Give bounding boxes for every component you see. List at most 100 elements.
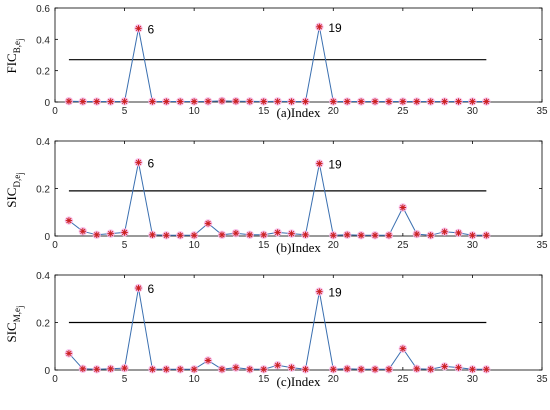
- data-point: [148, 230, 157, 240]
- data-point: [370, 97, 380, 106]
- x-tick-label: 25: [397, 240, 409, 251]
- data-point: [287, 363, 296, 372]
- y-axis-label-sub2: e: [12, 41, 22, 45]
- data-point: [343, 364, 352, 374]
- data-point: [426, 97, 435, 106]
- data-point: [301, 365, 310, 374]
- data-point: [245, 365, 254, 374]
- data-point: [315, 159, 324, 168]
- x-axis-label-c: (c)Index: [276, 374, 321, 389]
- data-point: [273, 228, 282, 237]
- data-point: [203, 97, 213, 106]
- data-point: [92, 365, 101, 374]
- data-point: [384, 97, 394, 106]
- y-axis-label-a: FICB,ej: [4, 38, 25, 73]
- data-point: [217, 365, 227, 374]
- y-tick-label: 0: [44, 98, 50, 109]
- data-point: [189, 231, 199, 240]
- x-tick-label: 30: [467, 106, 479, 117]
- y-tick-label: 0: [44, 232, 50, 243]
- data-point: [329, 231, 338, 240]
- x-axis-label-a: (a)Index: [276, 105, 321, 120]
- data-point: [231, 228, 241, 238]
- data-point: [148, 365, 157, 374]
- y-axis-label-sub2: e: [12, 308, 22, 312]
- y-axis-label-main: SIC: [4, 188, 19, 208]
- data-point: [134, 24, 143, 33]
- data-point: [315, 287, 324, 296]
- x-tick-label: 35: [536, 374, 548, 385]
- y-tick-label: 0: [44, 366, 50, 377]
- series-line-a: [68, 26, 487, 103]
- series-line-b: [68, 162, 487, 236]
- x-tick-label: 25: [397, 374, 409, 385]
- data-point: [245, 97, 254, 106]
- data-point: [343, 97, 352, 106]
- data-point: [162, 231, 171, 240]
- data-point: [482, 231, 491, 240]
- data-point: [92, 97, 101, 106]
- data-point: [468, 365, 477, 374]
- y-tick-label: 0.2: [36, 185, 50, 196]
- data-point: [440, 362, 449, 371]
- data-point: [398, 97, 408, 106]
- y-axis-label-main: SIC: [4, 322, 19, 342]
- peak-label: 6: [147, 22, 154, 36]
- data-point: [454, 363, 463, 372]
- y-axis-label-sub: D: [12, 181, 22, 188]
- data-point: [106, 97, 115, 106]
- data-point: [217, 96, 227, 106]
- x-tick-label: 5: [122, 240, 128, 251]
- peak-label: 19: [328, 158, 342, 172]
- data-point: [189, 365, 199, 374]
- data-point: [370, 231, 380, 240]
- y-axis-label-sub3: j: [15, 38, 25, 42]
- x-tick-label: 15: [258, 106, 270, 117]
- x-tick-label: 0: [52, 374, 58, 385]
- data-point: [329, 365, 338, 374]
- y-tick-label: 0.4: [36, 137, 50, 148]
- data-point: [120, 228, 129, 237]
- data-point: [301, 230, 310, 240]
- x-tick-label: 20: [328, 106, 340, 117]
- x-tick-label: 30: [467, 240, 479, 251]
- data-point: [482, 97, 491, 106]
- data-point: [106, 229, 115, 238]
- y-tick-label: 0.4: [36, 271, 50, 282]
- data-point: [440, 227, 449, 236]
- y-axis-label-sep: ,: [12, 179, 22, 181]
- data-point: [482, 365, 491, 374]
- plot-area-b: [54, 140, 543, 237]
- data-point: [259, 97, 268, 106]
- data-point: [273, 361, 282, 370]
- data-point: [384, 365, 394, 374]
- x-tick-label: 10: [189, 240, 201, 251]
- y-axis-label-b: SICD,ej: [4, 172, 25, 208]
- y-tick-label: 0.4: [36, 35, 50, 46]
- data-point: [148, 97, 157, 106]
- data-point: [203, 356, 213, 365]
- series-line-c: [68, 288, 487, 370]
- panel-a: 0 5 10 15 20 25 30 35 0 0.2 0.4 0.6 6 19 (a)Index FICB,…: [4, 4, 548, 120]
- data-point: [64, 97, 74, 106]
- y-axis-label-sep: ,: [12, 312, 22, 314]
- data-point: [329, 97, 338, 106]
- panel-c: 0 5 10 15 20 25 30 35 0 0.2 0.4 6 19 (c)Index SICM,ej: [4, 271, 548, 389]
- x-tick-label: 15: [258, 374, 270, 385]
- x-tick-label: 35: [536, 106, 548, 117]
- x-tick-label: 20: [328, 374, 340, 385]
- data-point: [356, 231, 366, 240]
- y-axis-label-sep: ,: [12, 45, 22, 47]
- peak-label: 19: [328, 286, 342, 300]
- data-point: [259, 365, 268, 374]
- x-tick-label: 30: [467, 374, 479, 385]
- x-tick-label: 5: [122, 106, 128, 117]
- data-point: [217, 230, 227, 240]
- x-tick-label: 25: [397, 106, 409, 117]
- y-axis-label-sub3: j: [15, 172, 25, 176]
- x-tick-label: 10: [189, 374, 201, 385]
- data-point: [356, 97, 366, 106]
- x-tick-label: 15: [258, 240, 270, 251]
- data-point: [384, 231, 394, 240]
- data-point: [176, 97, 185, 106]
